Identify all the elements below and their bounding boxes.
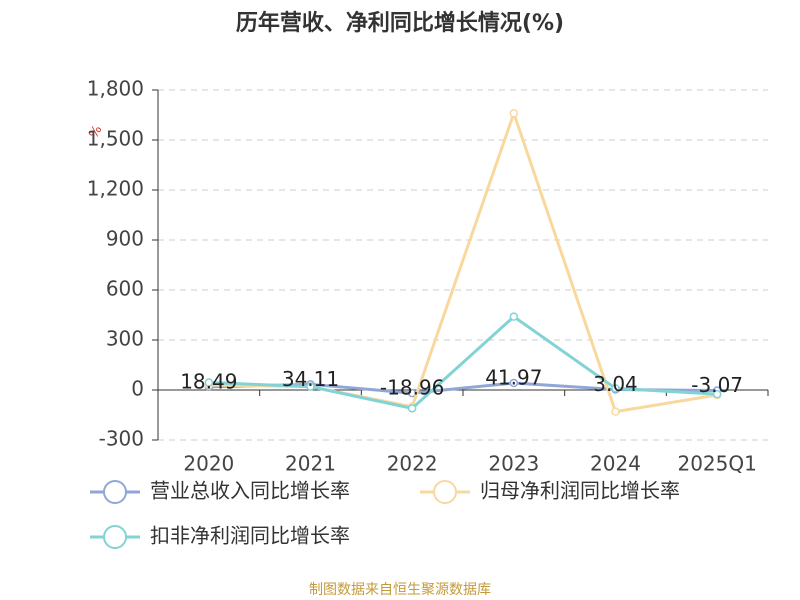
source-note: 制图数据来自恒生聚源数据库 xyxy=(309,582,491,598)
y-tick-label: 1,200 xyxy=(87,177,144,201)
data-point xyxy=(204,378,214,387)
legend-marker xyxy=(103,525,127,549)
x-tick-label: 2025Q1 xyxy=(677,452,756,476)
x-tick-label: 2020 xyxy=(183,452,234,476)
y-tick-label: 600 xyxy=(106,277,144,301)
data-point xyxy=(509,109,519,118)
data-label: 41.97 xyxy=(485,366,542,390)
y-tick-label: 1,800 xyxy=(87,77,144,101)
legend-label: 扣非净利润同比增长率 xyxy=(150,524,350,548)
series-line xyxy=(208,314,718,410)
data-point xyxy=(712,389,722,399)
data-label: -3.07 xyxy=(691,373,743,397)
y-tick-label: 300 xyxy=(106,327,144,351)
data-point xyxy=(509,378,519,388)
data-label: -18.96 xyxy=(380,376,444,400)
legend-marker xyxy=(433,480,457,504)
legend-label: 营业总收入同比增长率 xyxy=(150,479,350,503)
data-label: 34.11 xyxy=(282,367,339,391)
y-tick-label: -300 xyxy=(99,427,144,451)
data-point xyxy=(611,384,620,393)
y-tick-label: 1,500 xyxy=(87,127,144,151)
data-point xyxy=(306,382,315,391)
y-tick-label: 900 xyxy=(106,227,144,251)
y-tick-label: 0 xyxy=(131,377,144,401)
data-point xyxy=(407,404,417,413)
x-tick-label: 2023 xyxy=(488,452,539,476)
chart-title: 历年营收、净利同比增长情况(%) xyxy=(236,10,564,36)
x-tick-label: 2021 xyxy=(285,452,336,476)
legend-marker xyxy=(103,480,127,504)
legend-label: 归母净利润同比增长率 xyxy=(480,479,680,503)
x-tick-label: 2022 xyxy=(387,452,438,476)
data-label: 18.49 xyxy=(180,369,237,393)
x-tick-label: 2024 xyxy=(590,452,641,476)
data-point xyxy=(611,407,620,416)
data-label: 3.04 xyxy=(593,372,638,396)
data-point xyxy=(509,312,519,321)
